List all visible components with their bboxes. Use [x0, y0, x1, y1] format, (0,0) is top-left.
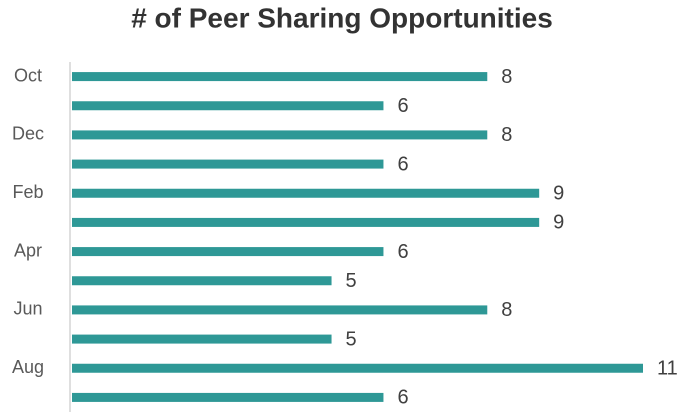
- bar: [72, 188, 540, 198]
- bar: [72, 392, 384, 402]
- bar: [72, 305, 488, 315]
- bar: [72, 159, 384, 169]
- data-label: 11: [657, 358, 678, 380]
- y-tick-label: Oct: [14, 65, 42, 85]
- y-tick-label: Dec: [12, 124, 44, 144]
- bar: [72, 363, 643, 373]
- bar: [72, 276, 332, 286]
- bar: [72, 334, 332, 344]
- data-label: 9: [553, 212, 564, 234]
- data-label: 6: [397, 387, 408, 409]
- data-label: 9: [553, 183, 564, 205]
- y-tick-label: Apr: [14, 240, 42, 260]
- data-label: 8: [501, 299, 512, 321]
- data-label: 6: [397, 153, 408, 175]
- data-label: 6: [397, 95, 408, 117]
- bar: [72, 217, 540, 227]
- data-label: 5: [346, 328, 357, 350]
- data-label: 8: [501, 66, 512, 88]
- bar: [72, 72, 488, 82]
- bar: [72, 130, 488, 140]
- bar: [72, 101, 384, 111]
- y-tick-label: Jun: [13, 299, 42, 319]
- chart-title: # of Peer Sharing Opportunities: [131, 2, 553, 33]
- data-label: 6: [397, 241, 408, 263]
- y-tick-label: Feb: [12, 182, 43, 202]
- data-label: 8: [501, 124, 512, 146]
- bar: [72, 247, 384, 257]
- y-tick-label: Aug: [12, 357, 44, 377]
- data-label: 5: [346, 270, 357, 292]
